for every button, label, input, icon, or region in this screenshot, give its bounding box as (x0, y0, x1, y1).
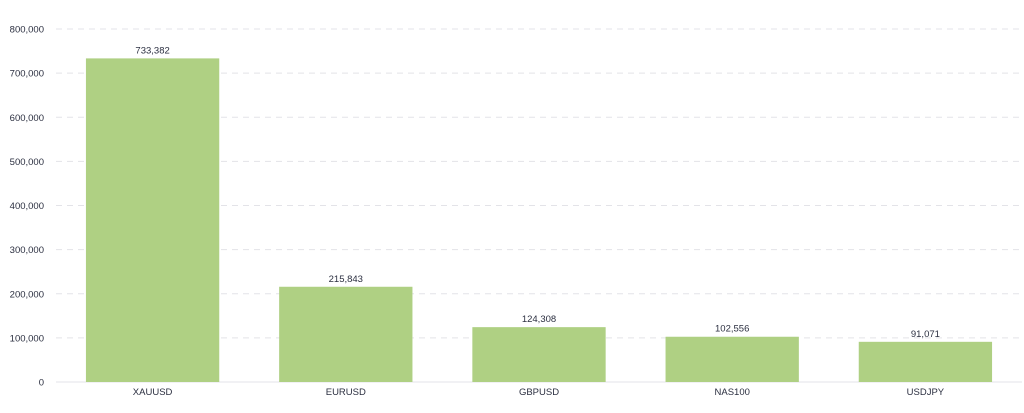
y-tick-label: 400,000 (10, 201, 44, 212)
bar-eurusd[interactable] (279, 286, 413, 382)
y-tick-label: 100,000 (10, 333, 44, 344)
y-axis: 0 100,000 200,000 300,000 400,000 500,000 600,… (10, 25, 44, 389)
x-tick-label: GBPUSD (519, 387, 559, 398)
y-tick-label: 600,000 (10, 113, 44, 124)
bar-gbpusd[interactable] (472, 327, 606, 382)
y-tick-label: 0 (39, 378, 44, 389)
bar-usdjpy[interactable] (858, 341, 993, 382)
data-label: 215,843 (329, 274, 363, 285)
y-tick-label: 300,000 (10, 245, 44, 256)
data-labels: 733,382 215,843 124,308 102,556 91,071 (135, 45, 940, 339)
data-label: 733,382 (135, 45, 169, 56)
bars (85, 58, 993, 382)
x-tick-label: EURUSD (326, 387, 366, 398)
bar-xauusd[interactable] (85, 58, 220, 382)
y-tick-label: 200,000 (10, 289, 44, 300)
y-tick-label: 500,000 (10, 157, 44, 168)
data-label: 102,556 (715, 324, 749, 335)
x-tick-label: NAS100 (715, 387, 750, 398)
data-label: 91,071 (911, 329, 940, 340)
y-tick-label: 800,000 (10, 25, 44, 36)
bar-nas100[interactable] (665, 336, 799, 382)
x-axis: XAUUSD EURUSD GBPUSD NAS100 USDJPY (133, 387, 945, 398)
x-tick-label: USDJPY (907, 387, 945, 398)
data-label: 124,308 (522, 314, 556, 325)
y-tick-label: 700,000 (10, 69, 44, 80)
x-tick-label: XAUUSD (133, 387, 173, 398)
